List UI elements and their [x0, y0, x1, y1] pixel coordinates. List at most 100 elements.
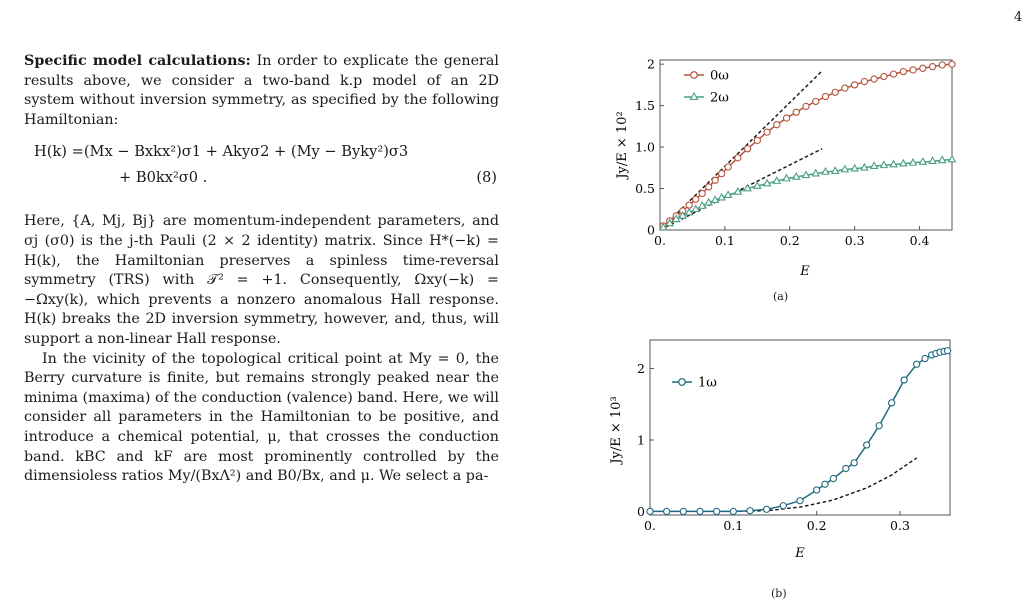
data-point-a-0-24 [860, 77, 869, 86]
data-point-b-0-11 [821, 480, 829, 488]
data-point-a-1-28 [898, 158, 908, 167]
data-point-a-0-14 [763, 128, 771, 136]
data-point-a-0-11 [734, 154, 742, 162]
data-point-a-1-12 [743, 183, 752, 192]
data-point-a-0-7 [705, 183, 713, 191]
data-point-a-0-30 [919, 64, 927, 72]
data-point-b-0-16 [875, 422, 883, 430]
x-tick-label-b-0: 0. [644, 518, 656, 533]
x-tick-label-b-2: 0.2 [807, 518, 827, 533]
data-point-a-0-19 [812, 97, 820, 106]
data-point-a-1-25 [869, 161, 879, 169]
data-point-a-1-17 [791, 171, 801, 180]
data-point-a-0-31 [928, 62, 937, 71]
legend-label-1w: 1ω [698, 376, 717, 391]
x-tick-label-b-3: 0.3 [890, 518, 910, 533]
data-point-a-0-10 [724, 163, 732, 171]
data-point-a-1-24 [860, 162, 869, 171]
paragraph-3: In the vicinity of the topological criti… [24, 350, 499, 485]
data-point-a-0-28 [899, 67, 907, 76]
data-point-a-1-7 [704, 197, 714, 206]
data-point-a-0-8 [711, 176, 719, 184]
equation-8: H(k) =(Mx − Bxkx²)σ1 + Akyσ2 + (My − Byk… [24, 142, 499, 202]
x-tick-label-a-3: 0.3 [845, 233, 865, 248]
x-tick-label-a-1: 0.1 [715, 233, 735, 248]
data-point-b-0-6 [746, 507, 754, 515]
data-point-b-0-3 [696, 507, 704, 516]
data-point-a-1-1 [665, 218, 675, 227]
text-column: Specific model calculations: In order to… [24, 52, 499, 487]
axis-ticks-b: 0. 0.1 0.2 0.3 0 1 2 [637, 361, 910, 533]
x-tick-label-b-1: 0.1 [723, 518, 743, 533]
paragraph-1: Specific model calculations: In order to… [24, 52, 499, 130]
data-point-a-0-13 [753, 136, 761, 145]
data-point-a-1-19 [811, 168, 821, 177]
y-tick-label-b-1: 1 [637, 433, 645, 448]
data-point-a-1-6 [697, 201, 707, 209]
y-tick-label-b-0: 0 [637, 504, 645, 519]
data-point-a-0-12 [743, 145, 752, 153]
data-point-a-0-5 [692, 195, 700, 203]
data-point-a-1-16 [782, 173, 791, 182]
data-point-a-1-3 [678, 210, 688, 219]
data-point-b-0-12 [829, 474, 837, 483]
figure-b-caption: (b) [771, 587, 787, 600]
data-series-b [646, 347, 952, 516]
legend-marker-0w [690, 71, 698, 79]
data-point-a-0-4 [685, 201, 693, 209]
data-point-a-1-10 [723, 190, 733, 199]
x-tick-label-a-4: 0.4 [910, 233, 930, 248]
data-series-a [658, 60, 957, 231]
legend-label-0w: 0ω [710, 69, 729, 84]
data-point-a-0-33 [948, 60, 956, 68]
y-axis-label-a: Jy/E × 10² [615, 111, 630, 180]
legend-b: 1ω [672, 376, 717, 391]
data-point-a-1-8 [710, 195, 720, 203]
data-point-b-0-5 [729, 507, 737, 516]
data-point-a-1-18 [801, 170, 811, 179]
data-point-a-1-13 [752, 181, 762, 189]
data-point-b-0-1 [663, 507, 671, 516]
plot-frame-b [649, 339, 951, 516]
data-point-a-1-5 [691, 204, 701, 213]
axis-ticks-a: 0. 0.1 0.2 0.3 0.4 0 0.5 1.0 1.5 2 [635, 57, 929, 248]
plot-frame-a [659, 59, 953, 231]
y-tick-label-b-2: 2 [637, 361, 645, 376]
data-point-b-0-8 [779, 502, 787, 510]
data-point-a-0-26 [880, 72, 888, 81]
x-axis-label-b: E [794, 546, 805, 561]
equation-line-1: H(k) =(Mx − Bxkx²)σ1 + Akyσ2 + (My − Byk… [34, 143, 409, 161]
data-point-b-0-0 [646, 507, 654, 516]
data-point-a-0-23 [851, 81, 859, 89]
x-tick-label-a-0: 0. [654, 233, 666, 248]
data-point-a-0-16 [782, 114, 791, 122]
data-point-a-1-32 [937, 155, 947, 164]
y-tick-label-a-4: 2 [647, 57, 655, 72]
series-line-a-0 [662, 63, 953, 227]
dashed-line-a-3 [659, 148, 823, 231]
legend-label-2w: 2ω [710, 91, 729, 106]
data-point-a-1-21 [830, 166, 840, 174]
data-point-b-0-4 [713, 507, 721, 516]
data-point-a-1-23 [850, 163, 860, 172]
data-point-a-0-21 [831, 88, 839, 96]
data-point-b-0-10 [813, 486, 821, 494]
data-point-a-0-27 [889, 70, 898, 78]
series-line-b-0 [650, 349, 948, 513]
data-point-b-0-13 [842, 464, 850, 473]
y-axis-label-b: Jy/E × 10³ [609, 396, 624, 465]
data-point-b-0-17 [888, 399, 896, 407]
series-line-a-1 [662, 158, 953, 229]
data-point-a-1-0 [658, 222, 668, 231]
data-point-a-1-26 [879, 160, 889, 169]
data-point-a-0-32 [938, 61, 946, 69]
data-point-a-0-22 [841, 84, 849, 92]
data-point-b-0-18 [900, 376, 908, 384]
asymptote-lines-a [659, 70, 823, 231]
paragraph-2: Here, {A, Mj, Bj} are momentum-independe… [24, 213, 499, 347]
data-point-a-1-15 [772, 176, 782, 184]
legend-a: 0ω 2ω [684, 69, 729, 106]
data-point-b-0-9 [796, 497, 804, 505]
equation-number: (8) [476, 169, 497, 187]
data-point-a-1-29 [908, 157, 918, 166]
